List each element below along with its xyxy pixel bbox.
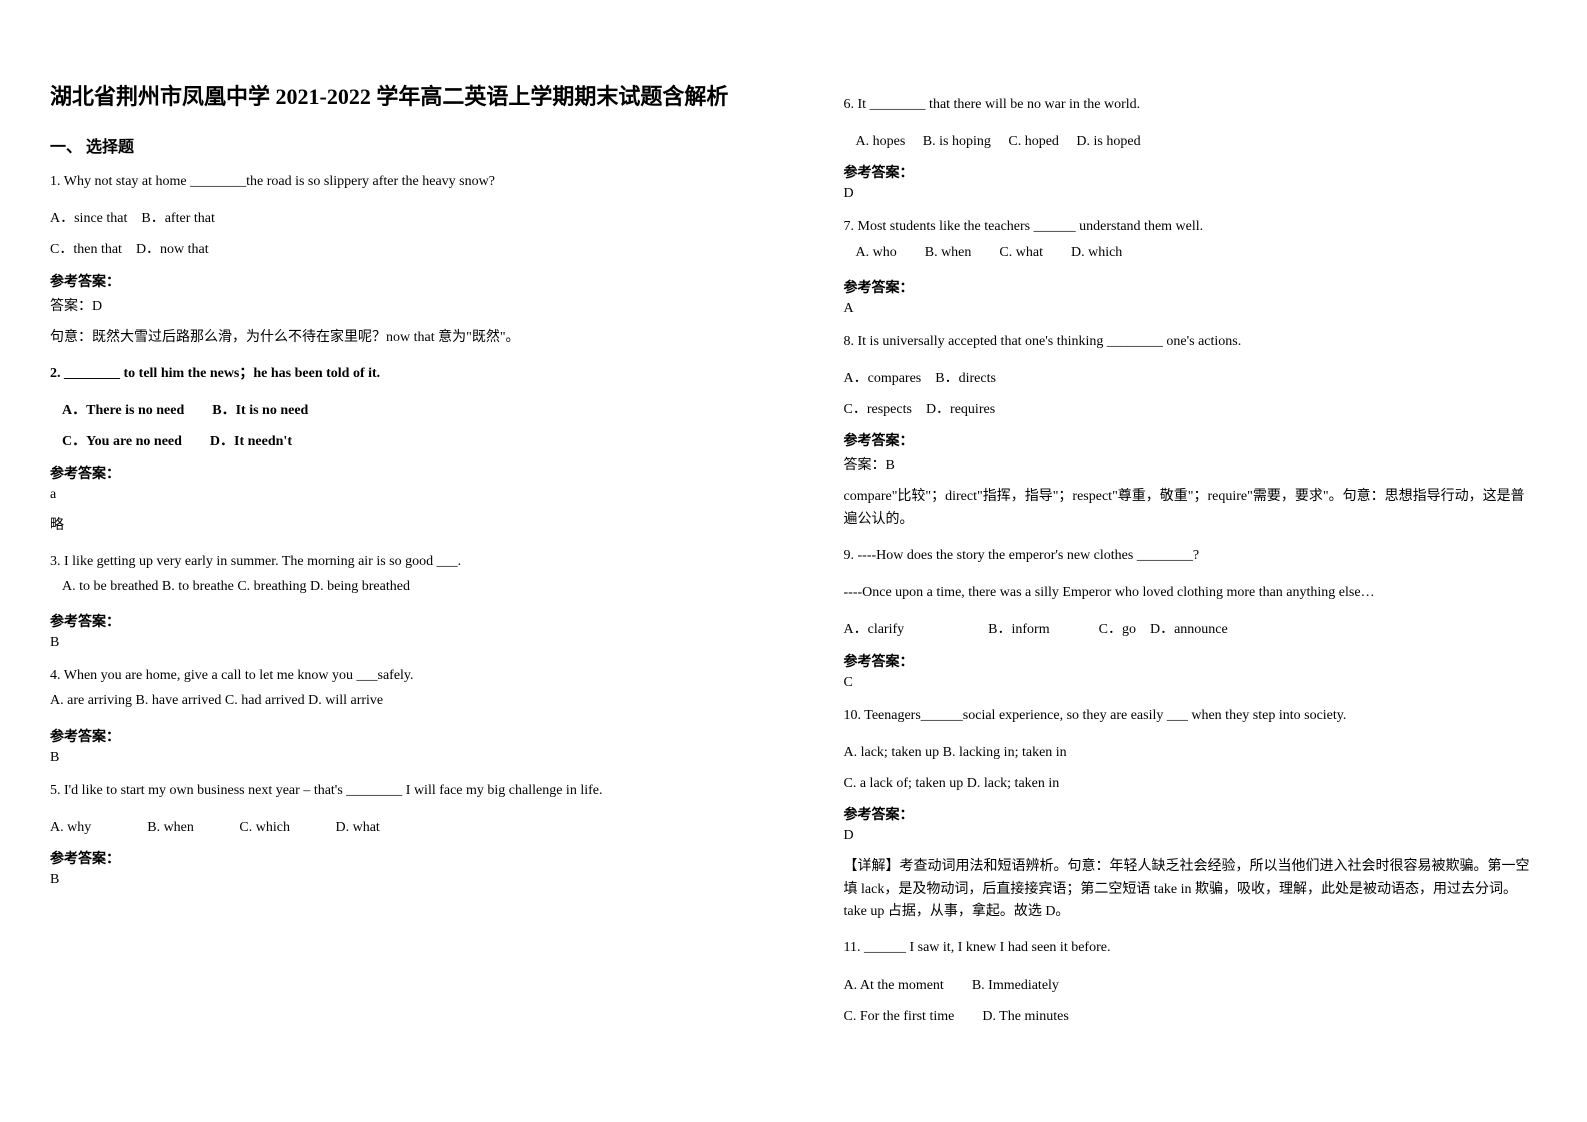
q2-answer: a xyxy=(50,487,744,503)
q1-optA: A．since that xyxy=(50,211,127,226)
q8-optD: D．requires xyxy=(926,402,995,417)
q5-optD: D. what xyxy=(335,820,379,835)
q8-opts-ab: A．compares B．directs xyxy=(844,366,1538,391)
q7-text: 7. Most students like the teachers _____… xyxy=(844,214,1538,239)
q2-optD: D．It needn't xyxy=(210,434,292,449)
q5-optC: C. which xyxy=(239,820,290,835)
q11-text: 11. ______ I saw it, I knew I had seen i… xyxy=(844,935,1538,960)
q1-text: 1. Why not stay at home ________the road… xyxy=(50,169,744,194)
q6-answer-label: 参考答案： xyxy=(844,162,1538,182)
q11-optA: A. At the moment xyxy=(844,978,944,993)
q1-answer-label: 参考答案： xyxy=(50,271,744,291)
q2-answer-label: 参考答案： xyxy=(50,463,744,483)
q10-answer: D xyxy=(844,828,1538,844)
q7-optB: B. when xyxy=(925,245,972,260)
q6-text: 6. It ________ that there will be no war… xyxy=(844,92,1538,117)
q9-answer-label: 参考答案： xyxy=(844,651,1538,671)
q11-opts-ab: A. At the moment B. Immediately xyxy=(844,973,1538,998)
q8-optB: B．directs xyxy=(935,371,996,386)
q11-optD: D. The minutes xyxy=(982,1009,1068,1024)
left-column: 湖北省荆州市凤凰中学 2021-2022 学年高二英语上学期期末试题含解析 一、… xyxy=(0,0,794,1122)
q4-answer: B xyxy=(50,750,744,766)
q9-optD: D．announce xyxy=(1150,622,1228,637)
q5-answer: B xyxy=(50,872,744,888)
q4-opts: A. are arriving B. have arrived C. had a… xyxy=(50,688,744,713)
q6-answer: D xyxy=(844,186,1538,202)
q8-explain: compare"比较"；direct"指挥，指导"；respect"尊重，敬重"… xyxy=(844,486,1538,531)
q5-answer-label: 参考答案： xyxy=(50,848,744,868)
q9-answer: C xyxy=(844,675,1538,691)
q1-optB: B．after that xyxy=(141,211,214,226)
q7-answer: A xyxy=(844,301,1538,317)
q2-opts-cd: C．You are no need D．It needn't xyxy=(62,429,744,454)
q10-optsC: C. a lack of; taken up D. lack; taken in xyxy=(844,771,1538,796)
q2-text: 2. ________ to tell him the news；he has … xyxy=(50,361,744,386)
q8-optC: C．respects xyxy=(844,402,912,417)
q7-answer-label: 参考答案： xyxy=(844,277,1538,297)
q9-optA: A．clarify xyxy=(844,622,905,637)
q3-answer-label: 参考答案： xyxy=(50,611,744,631)
q10-explain: 【详解】考查动词用法和短语辨析。句意：年轻人缺乏社会经验，所以当他们进入社会时很… xyxy=(844,856,1538,923)
doc-title: 湖北省荆州市凤凰中学 2021-2022 学年高二英语上学期期末试题含解析 xyxy=(50,80,744,113)
q8-opts-cd: C．respects D．requires xyxy=(844,397,1538,422)
q10-optsA: A. lack; taken up B. lacking in; taken i… xyxy=(844,740,1538,765)
q9-opts: A．clarify B．inform C．go D．announce xyxy=(844,617,1538,642)
q4-answer-label: 参考答案： xyxy=(50,726,744,746)
q11-optB: B. Immediately xyxy=(972,978,1059,993)
q3-answer: B xyxy=(50,635,744,651)
q1-optD: D．now that xyxy=(136,242,209,257)
q1-opts-cd: C．then that D．now that xyxy=(50,237,744,262)
q4-text: 4. When you are home, give a call to let… xyxy=(50,663,744,688)
q4: 4. When you are home, give a call to let… xyxy=(50,663,744,713)
q9-optB: B．inform xyxy=(988,622,1049,637)
q10-text: 10. Teenagers______social experience, so… xyxy=(844,703,1538,728)
q9-optC: C．go xyxy=(1099,622,1136,637)
q2-optC: C．You are no need xyxy=(62,434,182,449)
q10-answer-label: 参考答案： xyxy=(844,804,1538,824)
q7-optC: C. what xyxy=(999,245,1043,260)
q9-text: 9. ----How does the story the emperor's … xyxy=(844,543,1538,568)
q5-optA: A. why xyxy=(50,820,91,835)
q6-optA: A. hopes xyxy=(856,134,906,149)
q8-answer: 答案：B xyxy=(844,454,1538,474)
q7-opts: A. who B. when C. what D. which xyxy=(856,240,1538,265)
q8-text: 8. It is universally accepted that one's… xyxy=(844,329,1538,354)
q1-opts-ab: A．since that B．after that xyxy=(50,206,744,231)
q3: 3. I like getting up very early in summe… xyxy=(50,549,744,599)
q5-text: 5. I'd like to start my own business nex… xyxy=(50,778,744,803)
q11-optC: C. For the first time xyxy=(844,1009,955,1024)
q7: 7. Most students like the teachers _____… xyxy=(844,214,1538,264)
q2-text-bold: 2. ________ to tell him the news；he has … xyxy=(50,366,380,381)
q1-answer: 答案：D xyxy=(50,295,744,315)
q9-text2: ----Once upon a time, there was a silly … xyxy=(844,580,1538,605)
q6-opts: A. hopes B. is hoping C. hoped D. is hop… xyxy=(856,129,1538,154)
q5-opts: A. why B. when C. which D. what xyxy=(50,815,744,840)
q2-optB: B．It is no need xyxy=(212,403,308,418)
q2-optA: A．There is no need xyxy=(62,403,184,418)
q11-opts-cd: C. For the first time D. The minutes xyxy=(844,1004,1538,1029)
q1-optC: C．then that xyxy=(50,242,122,257)
q3-opts: A. to be breathed B. to breathe C. breat… xyxy=(62,574,744,599)
q7-optA: A. who xyxy=(856,245,897,260)
section-header: 一、 选择题 xyxy=(50,133,744,157)
q8-optA: A．compares xyxy=(844,371,922,386)
q6-optC: C. hoped xyxy=(1008,134,1059,149)
q2-opts-ab: A．There is no need B．It is no need xyxy=(62,398,744,423)
q2-explain: 略 xyxy=(50,515,744,537)
q7-optD: D. which xyxy=(1071,245,1122,260)
q6-optD: D. is hoped xyxy=(1076,134,1140,149)
q5-optB: B. when xyxy=(147,820,194,835)
q3-text: 3. I like getting up very early in summe… xyxy=(50,549,744,574)
q1-explain: 句意：既然大雪过后路那么滑，为什么不待在家里呢？now that 意为"既然"。 xyxy=(50,327,744,349)
right-column: 6. It ________ that there will be no war… xyxy=(794,0,1587,1122)
q6-optB: B. is hoping xyxy=(923,134,991,149)
q8-answer-label: 参考答案： xyxy=(844,430,1538,450)
